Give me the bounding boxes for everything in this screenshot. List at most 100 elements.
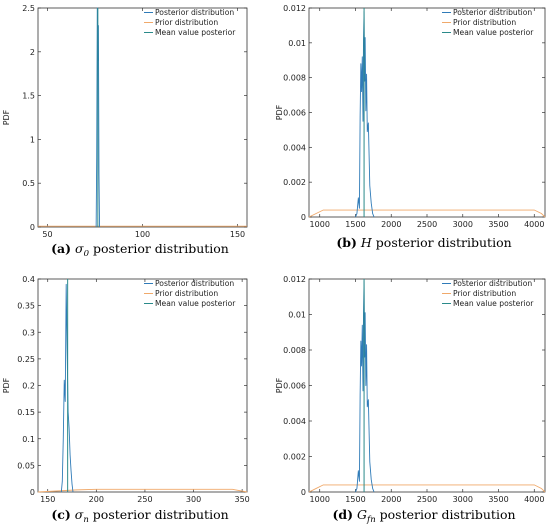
- x-tick-label: 250: [137, 495, 152, 504]
- legend-mean-label: Mean value posterior: [453, 28, 534, 37]
- plot-frame: [37, 278, 248, 493]
- panel-caption: (a) σ0 posterior distribution: [51, 241, 229, 259]
- panel-h: 0 0.002 0.004 0.006 0.008 0.01 0.012 1000 1500 20…: [275, 4, 546, 250]
- y-tick-label: 0.05: [17, 461, 35, 470]
- y-tick-label: 0.006: [283, 109, 306, 118]
- caption-label: (d): [332, 507, 353, 522]
- legend-prior-label: Prior distribution: [155, 289, 218, 298]
- y-tick-label: 2.5: [22, 4, 35, 13]
- x-tick-label: 2500: [417, 495, 437, 504]
- caption-label: (c): [51, 507, 70, 522]
- x-tick-label: 300: [186, 495, 201, 504]
- caption-subscript: 0: [84, 249, 90, 259]
- y-tick-label: 1.5: [22, 92, 35, 101]
- y-tick-label: 0.004: [283, 417, 306, 426]
- x-tick-label: 1500: [345, 495, 365, 504]
- y-tick-label: 0: [301, 488, 306, 497]
- legend-prior-label: Prior distribution: [155, 18, 218, 27]
- y-tick-label: 0.1: [22, 435, 35, 444]
- caption-symbol: H: [360, 235, 373, 250]
- x-tick-label: 3500: [488, 495, 508, 504]
- caption-text: posterior distribution: [89, 507, 229, 522]
- plot-frame: [308, 7, 546, 218]
- plot-frame: [308, 278, 546, 493]
- x-tick-label: 3000: [453, 495, 473, 504]
- legend-posterior-label: Posterior distribution: [155, 279, 234, 288]
- x-tick-label: 1000: [310, 220, 330, 229]
- legend-posterior-label: Posterior distribution: [453, 279, 532, 288]
- y-tick-label: 0.008: [283, 346, 306, 355]
- caption-symbol: σ: [75, 507, 84, 522]
- y-tick-label: 0.012: [283, 4, 306, 13]
- legend-posterior-label: Posterior distribution: [155, 8, 234, 17]
- y-tick-label: 0.006: [283, 382, 306, 391]
- y-tick-label: 0.35: [17, 302, 35, 311]
- x-tick-label: 2000: [381, 220, 401, 229]
- y-tick-label: 0.002: [283, 453, 306, 462]
- x-tick-label: 3500: [488, 220, 508, 229]
- y-tick-label: 0.008: [283, 74, 306, 83]
- legend-mean-label: Mean value posterior: [155, 28, 236, 37]
- caption-subscript: fn: [366, 515, 376, 525]
- y-tick-label: 0.4: [22, 275, 35, 284]
- y-tick-label: 0.25: [17, 355, 35, 364]
- caption-symbol: G: [357, 507, 367, 522]
- caption-text: posterior distribution: [376, 507, 516, 522]
- y-tick-label: 0.004: [283, 143, 306, 152]
- x-tick-label: 150: [40, 495, 55, 504]
- y-axis-label: PDF: [275, 104, 284, 120]
- legend-prior-label: Prior distribution: [453, 289, 516, 298]
- x-tick-label: 4000: [524, 220, 544, 229]
- y-tick-label: 0.5: [22, 179, 35, 188]
- caption-text: posterior distribution: [372, 235, 512, 250]
- panel-sigman: 0 0.05 0.1 0.15 0.2 0.25 0.3 0.35 0.4 150 200 250 30…: [2, 275, 250, 525]
- y-axis-label: PDF: [2, 109, 11, 125]
- panel-sigma0: 0 0.5 1 1.5 2 2.5 50 100 150 PDF Posterior distrib…: [2, 4, 248, 259]
- caption-subscript: n: [83, 515, 88, 525]
- y-tick-label: 2: [30, 48, 35, 57]
- panel-caption: (b) H posterior distribution: [336, 235, 511, 250]
- legend-posterior-label: Posterior distribution: [453, 8, 532, 17]
- y-tick-label: 1: [30, 135, 35, 144]
- caption-label: (a): [51, 241, 71, 256]
- y-tick-label: 0.2: [22, 382, 35, 391]
- posterior-series-line: [355, 11, 375, 218]
- prior-series-line: [308, 209, 546, 218]
- prior-series-line: [37, 488, 248, 493]
- x-tick-label: 1000: [310, 495, 330, 504]
- caption-symbol: σ: [75, 241, 84, 256]
- x-tick-label: 350: [234, 495, 249, 504]
- prior-series-line: [308, 484, 546, 493]
- panel-caption: (c) σn posterior distribution: [51, 507, 228, 525]
- panel-caption: (d) Gfn posterior distribution: [332, 507, 515, 525]
- x-tick-label: 150: [230, 230, 245, 239]
- posterior-series-line: [355, 280, 375, 493]
- y-tick-label: 0.01: [288, 39, 306, 48]
- y-tick-label: 0: [30, 488, 35, 497]
- y-tick-label: 0.002: [283, 178, 306, 187]
- y-tick-label: 0.15: [17, 408, 35, 417]
- caption-text: posterior distribution: [89, 241, 229, 256]
- y-tick-label: 0.012: [283, 275, 306, 284]
- plot-frame: [37, 7, 248, 228]
- y-axis-label: PDF: [275, 377, 284, 393]
- y-axis-label: PDF: [2, 377, 11, 393]
- x-tick-label: 50: [42, 230, 52, 239]
- y-tick-label: 0.01: [288, 311, 306, 320]
- legend-mean-label: Mean value posterior: [453, 299, 534, 308]
- x-tick-label: 1500: [345, 220, 365, 229]
- caption-label: (b): [336, 235, 357, 250]
- legend-mean-label: Mean value posterior: [155, 299, 236, 308]
- y-tick-label: 0: [301, 213, 306, 222]
- x-tick-label: 2500: [417, 220, 437, 229]
- y-tick-label: 0.3: [22, 328, 35, 337]
- panel-gfn: 0 0.002 0.004 0.006 0.008 0.01 0.012 1000 1500 20…: [275, 275, 546, 525]
- x-tick-label: 4000: [524, 495, 544, 504]
- x-tick-label: 200: [89, 495, 104, 504]
- legend-prior-label: Prior distribution: [453, 18, 516, 27]
- y-tick-label: 0: [30, 223, 35, 232]
- x-tick-label: 2000: [381, 495, 401, 504]
- x-tick-label: 3000: [453, 220, 473, 229]
- x-tick-label: 100: [135, 230, 150, 239]
